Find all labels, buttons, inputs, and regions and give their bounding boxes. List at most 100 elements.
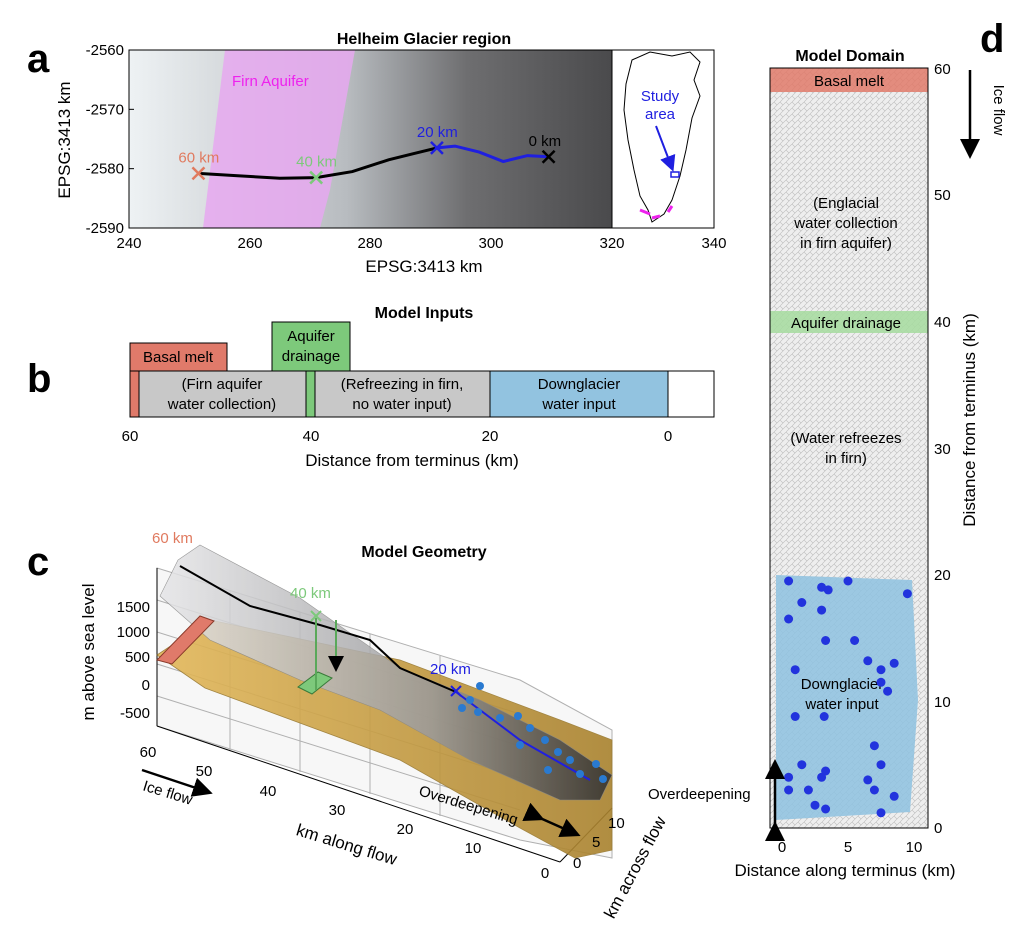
panel-c: c Model Geometry 60 km	[27, 530, 670, 922]
firn-aquifer-label: Firn Aquifer	[232, 73, 309, 90]
d-moulin-points	[784, 576, 912, 818]
aquifer-label-1: Aquifer	[287, 328, 335, 345]
inset-arrow	[655, 125, 676, 172]
c-ztick: 0	[142, 677, 150, 694]
down-label-2: water input	[541, 396, 616, 413]
flowline-blue	[436, 144, 549, 164]
c-ice-flow-label: Ice flow	[141, 778, 195, 809]
d-basal-band	[770, 68, 928, 92]
moulin-point	[819, 712, 829, 721]
panel-letter-b: b	[27, 357, 51, 401]
d-ytick: 0	[934, 820, 942, 837]
c-flowline-black	[179, 565, 457, 693]
panel-a-title: Helheim Glacier region	[337, 31, 511, 48]
panel-b-xlabel: Distance from terminus (km)	[305, 451, 518, 470]
aquifer-strip	[305, 370, 316, 418]
moulin-point	[784, 576, 794, 586]
c-label-20: 20 km	[430, 661, 471, 678]
d-basal-label: Basal melt	[814, 73, 885, 90]
map-marker: 40 km	[296, 154, 337, 185]
moulin-point	[843, 576, 853, 586]
d-englacial-3: in firn aquifer)	[800, 235, 892, 252]
moulin-point	[869, 785, 879, 795]
firn-label-2: water collection)	[167, 396, 276, 413]
d-ytick: 30	[934, 441, 951, 458]
c-xaxis-line	[156, 725, 561, 863]
moulin-point	[784, 785, 794, 795]
a-xtick: 320	[599, 235, 624, 252]
moulin-point	[889, 658, 899, 668]
a-xtick: 340	[701, 235, 726, 252]
map-markers: 60 km 40 km 20 km 0 km	[178, 124, 561, 185]
downglacier-box	[489, 370, 669, 418]
aquifer-drainage-box	[271, 321, 351, 372]
basal-strip	[129, 370, 140, 418]
d-ice-flow-label: Ice flow	[990, 85, 1007, 136]
panel-b-xticks: 60 40 20 0	[122, 428, 673, 445]
panel-letter-c: c	[27, 540, 49, 584]
d-aquifer-label: Aquifer drainage	[791, 315, 901, 332]
d-ytick: 60	[934, 61, 951, 78]
d-xtick: 5	[844, 839, 852, 856]
d-englacial-1: (Englacial	[813, 195, 879, 212]
map-axes: 240 260 280 300 320 340 -2560 -2570 -2580 -2590	[86, 42, 727, 252]
c-ztick: 500	[125, 649, 150, 666]
panel-c-title: Model Geometry	[361, 544, 486, 561]
d-ylabel: Distance from terminus (km)	[960, 313, 979, 526]
d-ytick: 40	[934, 314, 951, 331]
c-xtick: 20	[397, 821, 414, 838]
c-zticks: 1500 1000 500 0 -500	[117, 599, 150, 722]
panel-d-title: Model Domain	[795, 48, 904, 65]
a-xtick: 260	[237, 235, 262, 252]
marker-cross	[309, 170, 324, 185]
d-frame	[769, 67, 929, 829]
c-ztick: 1500	[117, 599, 150, 616]
moulin-point	[850, 636, 860, 645]
d-down-1: Downglacier	[801, 676, 884, 693]
marker-cross	[430, 141, 444, 155]
c-zlabel: m above sea level	[79, 583, 98, 720]
c-xtick: 40	[260, 783, 277, 800]
marker-cross	[191, 166, 206, 181]
marker-cross	[541, 149, 556, 164]
c-ytick: 0	[573, 855, 581, 872]
moulin-point	[784, 614, 794, 624]
c-xticks: 60 50 40 30 20 10 0	[140, 744, 550, 882]
panel-a: a Helheim Glacier region Firn Aquifer 60…	[27, 31, 727, 276]
moulin-point	[876, 677, 886, 687]
b-xtick: 40	[303, 428, 320, 445]
d-ytick: 10	[934, 694, 951, 711]
greenland-outline	[623, 51, 701, 223]
d-down-2: water input	[804, 696, 879, 713]
a-ytick: -2590	[86, 220, 124, 237]
d-refreeze-2: in firn)	[825, 450, 867, 467]
firn-aquifer-region	[203, 50, 355, 228]
c-moulins	[458, 682, 607, 783]
panel-letter-a: a	[27, 37, 50, 81]
b-xtick: 60	[122, 428, 139, 445]
map-marker: 20 km	[417, 124, 458, 155]
a-xtick: 280	[357, 235, 382, 252]
inset-label-line2: area	[645, 106, 676, 123]
a-ytick: -2580	[86, 161, 124, 178]
d-yticks: 60 50 40 30 20 10 0	[934, 61, 951, 837]
b-xtick: 20	[482, 428, 499, 445]
d-overdeepening-label: Overdeepening	[648, 786, 751, 803]
moulin-point	[823, 585, 833, 595]
c-xtick: 60	[140, 744, 157, 761]
refreeze-label-1: (Refreezing in firn,	[341, 376, 464, 393]
moulin-point	[883, 686, 893, 696]
refreeze-label-2: no water input)	[352, 396, 451, 413]
down-label-1: Downglacier	[538, 376, 621, 393]
d-xtick: 10	[906, 839, 923, 856]
c-ztick: -500	[120, 705, 150, 722]
c-flowline-blue	[455, 691, 591, 781]
c-overdeepening-arrow	[522, 802, 581, 838]
map-marker: 60 km	[178, 149, 219, 181]
c-xlabel: km along flow	[294, 820, 400, 869]
c-yticks: 0 5 10	[573, 815, 625, 872]
panel-a-xlabel: EPSG:3413 km	[365, 257, 482, 276]
d-englacial-2: water collection	[793, 215, 897, 232]
moulin-point	[876, 808, 886, 818]
